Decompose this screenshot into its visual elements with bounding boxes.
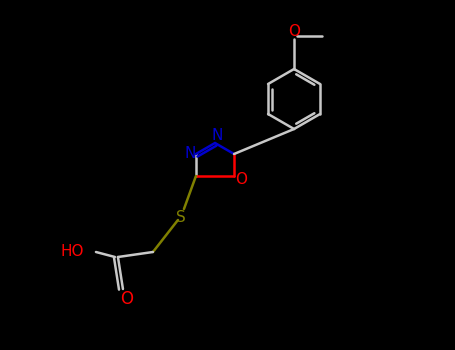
Text: N: N [184,147,196,161]
Text: O: O [235,172,247,187]
Text: O: O [121,290,133,308]
Text: HO: HO [61,245,84,259]
Text: N: N [211,128,222,143]
Text: O: O [288,23,300,38]
Text: S: S [176,210,186,224]
